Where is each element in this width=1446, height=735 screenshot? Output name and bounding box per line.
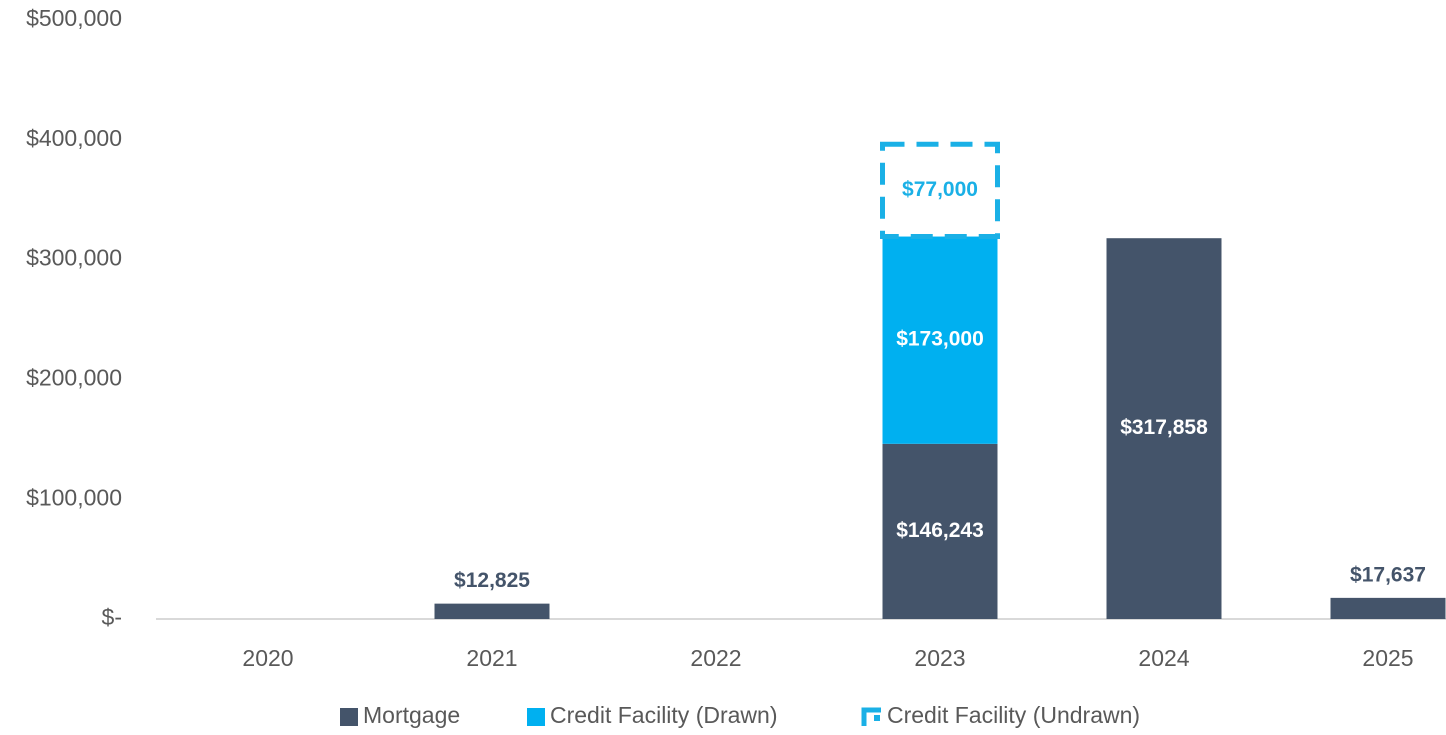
bar-segment	[1106, 238, 1222, 619]
x-tick-label: 2022	[690, 645, 741, 671]
y-tick-label: $200,000	[26, 364, 122, 390]
data-label: $77,000	[902, 178, 978, 201]
legend-swatch	[861, 707, 881, 726]
data-label: $12,825	[454, 569, 530, 592]
bar-segment	[882, 236, 998, 444]
legend-swatch	[874, 715, 880, 721]
x-tick-label: 2020	[242, 645, 293, 671]
legend-swatch	[340, 708, 358, 726]
x-tick-label: 2025	[1362, 645, 1413, 671]
legend-swatch	[527, 708, 545, 726]
x-tick-label: 2021	[466, 645, 517, 671]
x-tick-label: 2024	[1138, 645, 1189, 671]
bar-segment	[434, 603, 550, 619]
y-tick-label: $400,000	[26, 125, 122, 151]
y-tick-label: $500,000	[26, 5, 122, 31]
data-label: $173,000	[896, 328, 984, 351]
legend-label: Mortgage	[363, 702, 460, 728]
bar-segment	[1330, 597, 1446, 619]
y-tick-label: $-	[102, 604, 122, 630]
bar-segment	[882, 443, 998, 619]
data-label: $317,858	[1120, 416, 1208, 439]
y-tick-label: $300,000	[26, 245, 122, 271]
y-tick-label: $100,000	[26, 484, 122, 510]
data-label: $146,243	[896, 519, 984, 542]
x-tick-label: 2023	[914, 645, 965, 671]
legend-label: Credit Facility (Undrawn)	[887, 702, 1140, 728]
legend-label: Credit Facility (Drawn)	[550, 702, 777, 728]
data-label: $17,637	[1350, 563, 1426, 586]
